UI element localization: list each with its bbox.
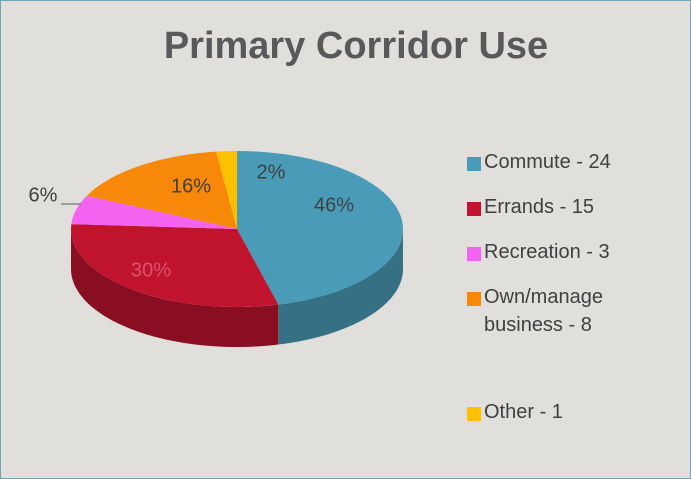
legend-label: Other - 1 <box>484 401 563 423</box>
pie-slice <box>237 151 404 305</box>
legend-item: Other - 1 <box>467 401 657 426</box>
legend-swatch <box>467 407 481 421</box>
pie-slice <box>216 151 237 229</box>
pie-side <box>71 229 279 347</box>
data-label: 16% <box>171 175 211 197</box>
legend-item: Recreation - 3 <box>467 241 657 266</box>
legend-item: Commute - 24 <box>467 151 657 176</box>
legend-item: Errands - 15 <box>467 196 657 221</box>
data-label: 30% <box>131 259 171 281</box>
data-label: 2% <box>257 161 286 183</box>
legend-label: Commute - 24 <box>484 151 611 173</box>
legend-label: Own/manage business - 8 <box>484 286 603 336</box>
pie-side <box>278 229 403 345</box>
pie-slice <box>71 224 279 308</box>
legend-label: Recreation - 3 <box>484 241 610 263</box>
legend-swatch <box>467 202 481 216</box>
legend-item: Own/manage business - 8 <box>467 286 657 339</box>
legend-swatch <box>467 157 481 171</box>
pie-slice <box>71 195 237 229</box>
data-label: 6% <box>29 184 58 206</box>
pie-slice <box>86 151 237 229</box>
chart-title: Primary Corridor Use <box>164 25 548 67</box>
legend-label: Errands - 15 <box>484 196 595 218</box>
data-label: 46% <box>314 194 354 216</box>
legend-swatch <box>467 292 481 306</box>
legend-swatch <box>467 247 481 261</box>
